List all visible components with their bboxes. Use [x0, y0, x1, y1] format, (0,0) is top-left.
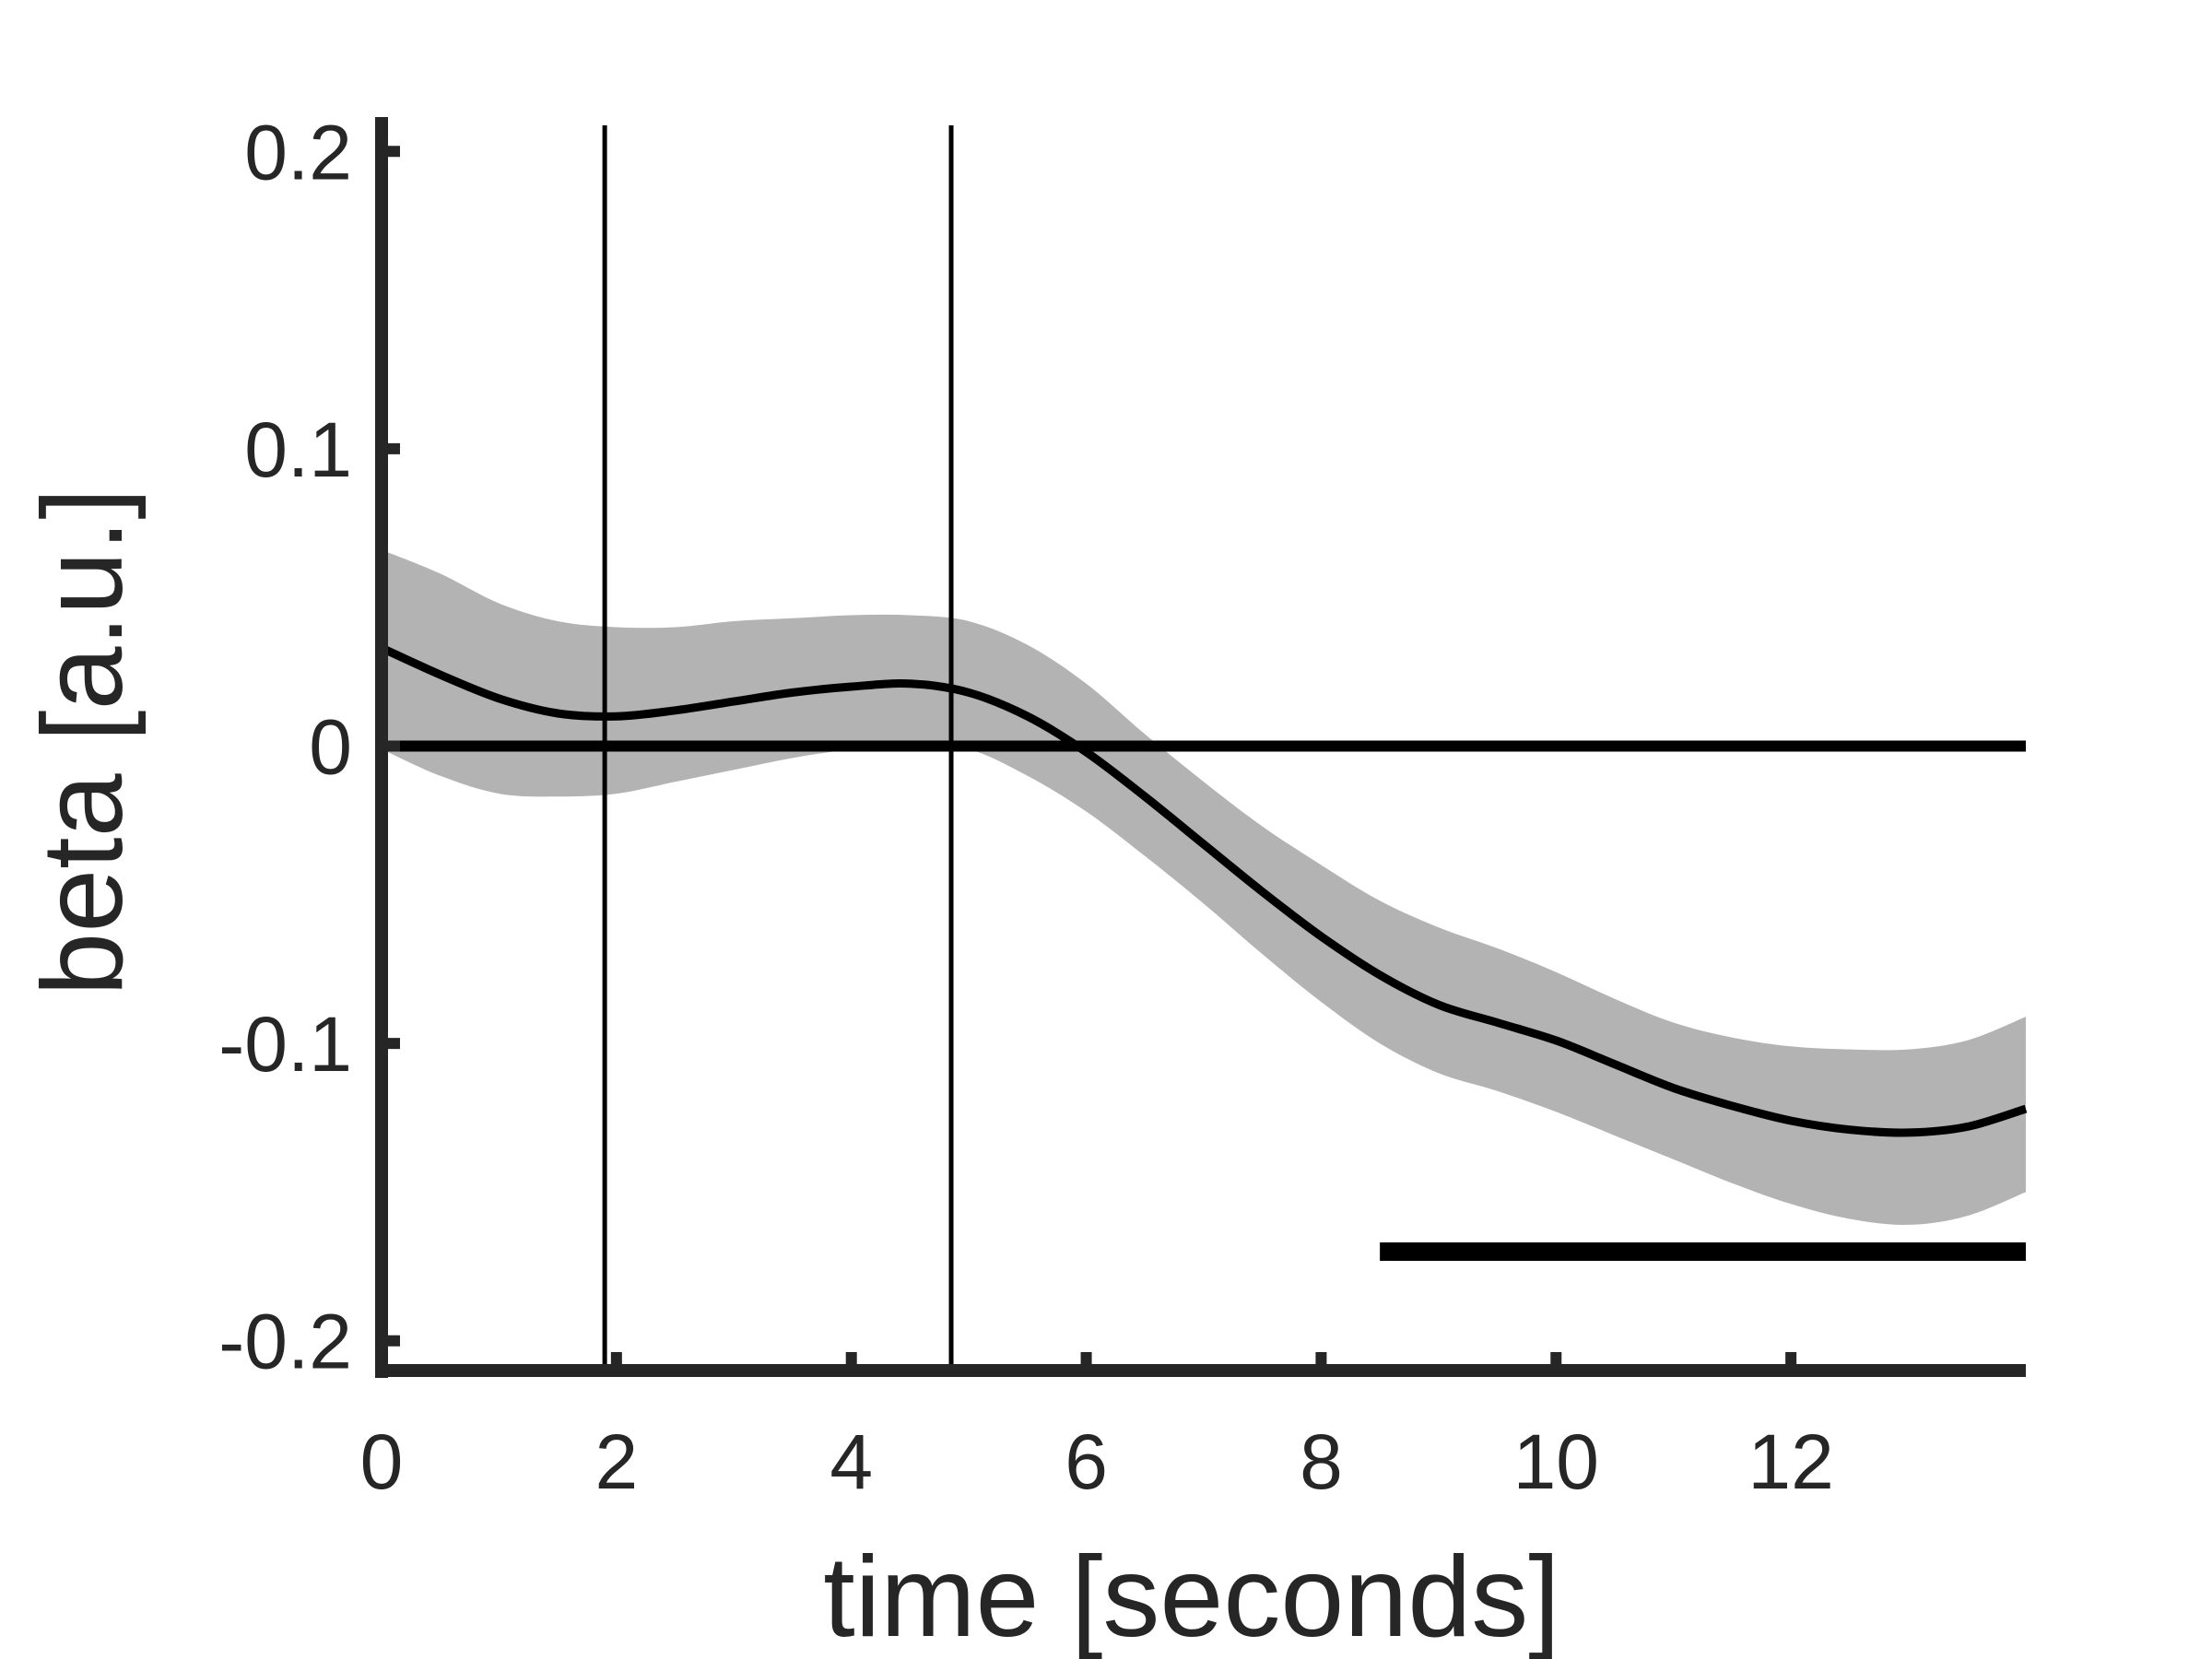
x-tick-label: 4: [830, 1418, 873, 1505]
confidence-band: [382, 549, 2026, 1225]
x-tick-label: 10: [1513, 1418, 1599, 1505]
tick-labels: 0 2 4 6 8 10 12 -0.2 -0.1 0 0.1 0.2: [218, 109, 1834, 1505]
axes: [375, 117, 2026, 1378]
confidence-band-layer: [382, 549, 2026, 1225]
reference-line-layer: [382, 125, 2026, 1371]
y-tick-label: 0.2: [244, 109, 352, 195]
mean-line: [380, 643, 2028, 1137]
y-tick-label: 0: [309, 704, 352, 791]
y-axis-label: beta [a.u.]: [19, 488, 147, 996]
x-tick-label: 0: [360, 1418, 404, 1505]
x-tick-label: 8: [1300, 1418, 1343, 1505]
x-tick-label: 2: [594, 1418, 638, 1505]
x-tick-label: 12: [1747, 1418, 1833, 1505]
y-tick-label: 0.1: [244, 406, 352, 493]
mean-line-layer: [380, 643, 2028, 1137]
y-tick-label: -0.2: [218, 1299, 352, 1385]
y-tick-label: -0.1: [218, 1001, 352, 1088]
x-axis-label: time [seconds]: [823, 1534, 1559, 1659]
x-tick-label: 6: [1065, 1418, 1108, 1505]
